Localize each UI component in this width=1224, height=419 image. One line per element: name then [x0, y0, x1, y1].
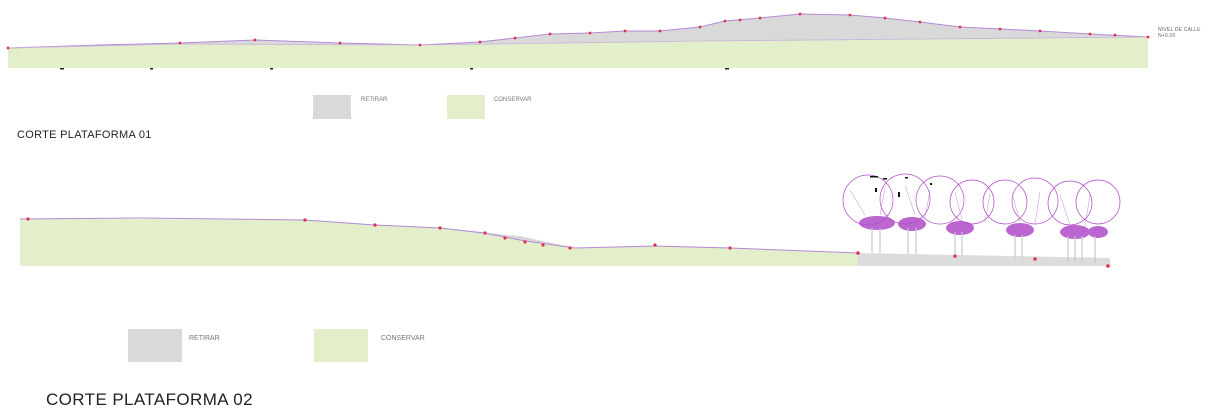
legend-retirar-swatch-02	[128, 329, 182, 362]
legend-conservar-swatch-02	[314, 329, 368, 362]
survey-point	[503, 236, 507, 240]
section-01-ticks	[60, 68, 729, 70]
survey-point	[883, 16, 887, 20]
survey-point	[438, 226, 442, 230]
tree-canopy-outline	[982, 179, 1028, 225]
section-02-survey-points	[26, 217, 1110, 268]
section-02-retirar-strip	[858, 253, 1110, 266]
tree-canopy-outline	[1047, 180, 1093, 226]
tree-top-marks	[870, 176, 932, 197]
section-01	[6, 12, 1150, 70]
survey-point	[478, 40, 482, 44]
survey-point	[1033, 257, 1037, 261]
survey-point	[658, 29, 662, 33]
section-02-conservar-area	[20, 219, 858, 266]
survey-point	[958, 25, 962, 29]
survey-point	[728, 246, 732, 250]
survey-point	[1038, 29, 1042, 33]
street-level-note: NIVEL DE CALLE N+0.00	[1158, 27, 1201, 39]
survey-point	[373, 223, 377, 227]
legend-retirar-label-01: RETIRAR	[361, 97, 388, 103]
tree-trunks	[871, 228, 1096, 263]
street-level-note-line1: NIVEL DE CALLE	[1158, 27, 1201, 33]
survey-point	[1146, 35, 1150, 39]
survey-point	[698, 25, 702, 29]
survey-point	[178, 41, 182, 45]
survey-point	[856, 251, 860, 255]
survey-point	[738, 18, 742, 22]
tree-foliage-mass	[898, 217, 926, 231]
survey-point	[653, 243, 657, 247]
survey-point	[26, 217, 30, 221]
section-02-terrain-profile	[19, 217, 859, 254]
tree-foliage-mass	[1060, 225, 1090, 239]
survey-point	[1106, 264, 1110, 268]
survey-point	[918, 20, 922, 24]
tree-canopy-outline	[1075, 179, 1121, 225]
tree-foliage-mass	[859, 216, 895, 230]
survey-point	[848, 13, 852, 17]
survey-point	[568, 246, 572, 250]
survey-point	[1113, 33, 1117, 37]
survey-point	[303, 218, 307, 222]
tree-foliage	[859, 216, 1108, 239]
survey-point	[723, 19, 727, 23]
survey-point	[758, 16, 762, 20]
legend-retirar-swatch-01	[313, 95, 351, 119]
tree-group	[842, 173, 1121, 226]
legend-conservar-label-01: CONSERVAR	[494, 97, 532, 103]
tree-canopy-outline	[949, 179, 995, 225]
tree-foliage-mass	[946, 221, 974, 235]
survey-point	[523, 240, 527, 244]
tree-canopy-outline	[915, 175, 965, 225]
section-02-title: CORTE PLATAFORMA 02	[46, 390, 253, 409]
survey-point	[998, 27, 1002, 31]
tree-branches	[849, 184, 1091, 227]
tree-foliage-mass	[1006, 223, 1034, 237]
survey-point	[418, 43, 422, 47]
survey-point	[483, 231, 487, 235]
survey-point	[253, 38, 257, 42]
section-01-survey-points	[6, 12, 1150, 50]
street-level-note-line2: N+0.00	[1158, 33, 1176, 39]
survey-point	[1088, 32, 1092, 36]
legend-retirar-label-02: RETIRAR	[189, 335, 220, 342]
legend-conservar-label-02: CONSERVAR	[381, 335, 425, 342]
tree-foliage-mass	[1088, 226, 1108, 238]
survey-point	[541, 243, 545, 247]
survey-point	[588, 31, 592, 35]
section-01-terrain-profile	[7, 13, 1149, 49]
survey-point	[798, 12, 802, 16]
survey-point	[6, 46, 10, 50]
survey-point	[953, 254, 957, 258]
survey-point	[338, 41, 342, 45]
legend-conservar-swatch-01	[447, 95, 485, 119]
section-02	[19, 173, 1121, 268]
survey-point	[623, 29, 627, 33]
survey-point	[548, 32, 552, 36]
survey-point	[513, 36, 517, 40]
section-01-title: CORTE PLATAFORMA 01	[17, 129, 152, 141]
